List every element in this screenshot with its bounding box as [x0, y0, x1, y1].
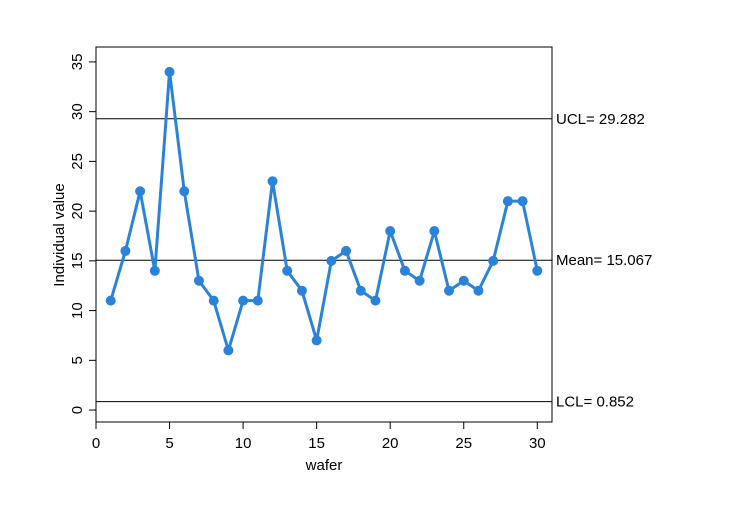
- y-tick-label: 25: [69, 153, 86, 170]
- data-point: [208, 295, 219, 306]
- data-point: [341, 245, 352, 256]
- data-point: [414, 275, 425, 286]
- x-tick-label: 10: [235, 435, 252, 452]
- plot-frame: [95, 46, 553, 423]
- data-point: [179, 186, 190, 197]
- data-point: [238, 295, 249, 306]
- data-point: [135, 186, 146, 197]
- reference-label-2: LCL= 0.852: [556, 394, 634, 411]
- data-point: [399, 265, 410, 276]
- data-point: [326, 255, 337, 266]
- series-individual-values: [105, 66, 543, 356]
- data-point: [458, 275, 469, 286]
- x-axis: 0 5 10 15 20 25 30: [92, 422, 546, 452]
- data-point: [267, 176, 278, 187]
- series-line: [109, 70, 539, 352]
- data-point: [429, 226, 440, 237]
- y-tick-label: 10: [69, 302, 86, 319]
- data-point: [532, 265, 543, 276]
- y-tick-label: 20: [69, 203, 86, 220]
- x-axis-label: wafer: [305, 457, 343, 474]
- data-point: [252, 295, 263, 306]
- y-tick-label: 30: [69, 103, 86, 120]
- data-point: [370, 295, 381, 306]
- reference-label-0: UCL= 29.282: [556, 111, 645, 128]
- y-tick-label: 15: [69, 253, 86, 270]
- reference-label-1: Mean= 15.067: [556, 252, 652, 269]
- x-tick-label: 25: [455, 435, 472, 452]
- x-tick-label: 5: [165, 435, 173, 452]
- y-tick-label: 35: [69, 54, 86, 71]
- data-point: [223, 345, 234, 356]
- data-point: [120, 245, 131, 256]
- y-tick-label: 5: [69, 356, 86, 364]
- data-point: [488, 255, 499, 266]
- data-point: [444, 285, 455, 296]
- data-point: [355, 285, 366, 296]
- data-point: [282, 265, 293, 276]
- y-axis: 0 5 10 15 20 25 30 35: [69, 54, 96, 414]
- y-axis-label: Individual value: [51, 183, 68, 286]
- data-point: [385, 226, 396, 237]
- data-point: [311, 335, 322, 346]
- x-tick-label: 30: [529, 435, 546, 452]
- data-point: [164, 66, 175, 77]
- data-point: [296, 285, 307, 296]
- data-point: [193, 275, 204, 286]
- y-tick-label: 0: [69, 406, 86, 414]
- data-point: [473, 285, 484, 296]
- x-tick-label: 20: [382, 435, 399, 452]
- data-point: [502, 196, 513, 207]
- x-tick-label: 0: [92, 435, 100, 452]
- reference-lines: UCL= 29.282 Mean= 15.067 LCL= 0.852: [96, 111, 652, 411]
- data-point: [105, 295, 116, 306]
- data-point: [517, 196, 528, 207]
- data-point: [149, 265, 160, 276]
- x-tick-label: 15: [308, 435, 325, 452]
